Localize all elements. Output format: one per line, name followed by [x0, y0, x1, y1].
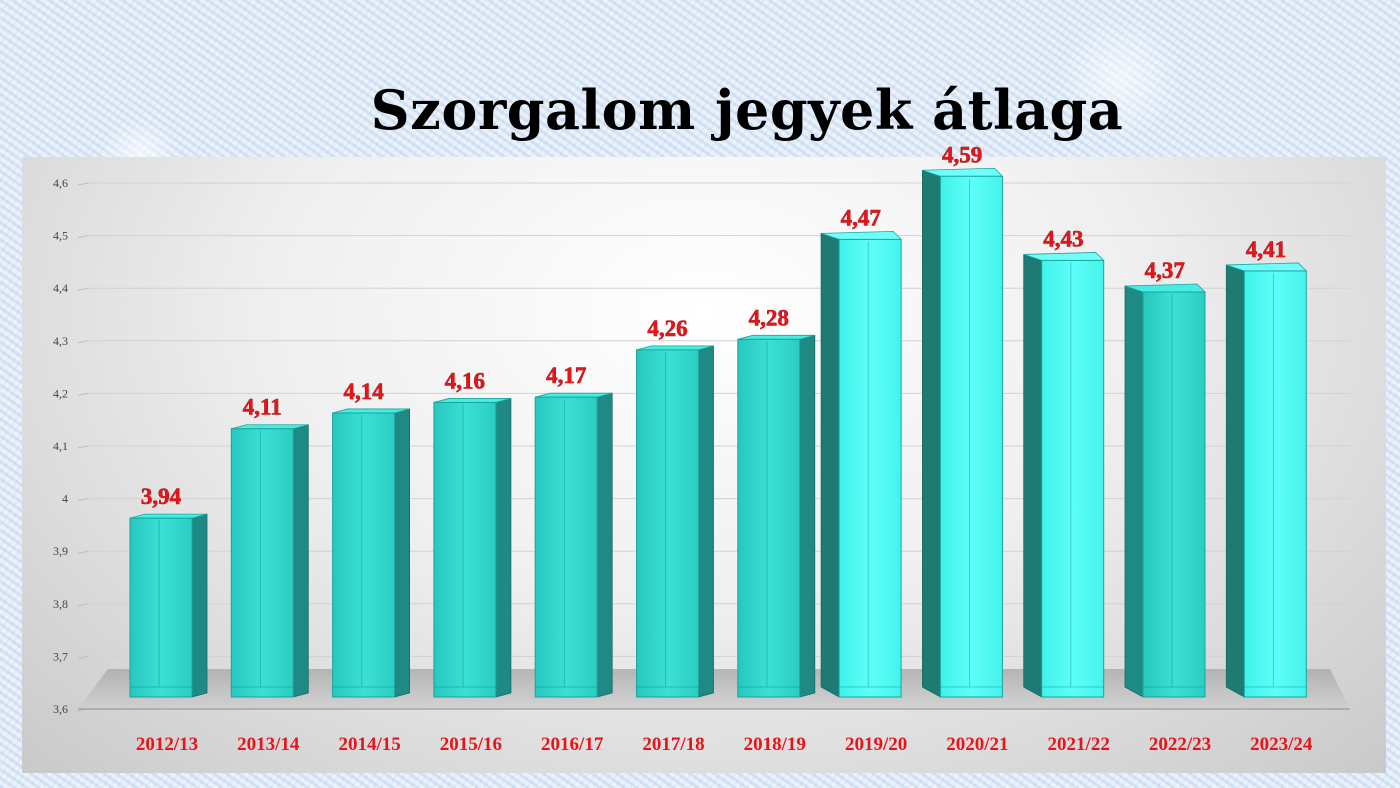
bar-2022/23	[1124, 283, 1206, 698]
bar-2012/13	[129, 513, 208, 698]
y-tick-label: 3,7	[53, 649, 68, 663]
y-tick-label: 4,3	[53, 334, 68, 348]
x-axis-labels: 2012/13 2013/14 2014/15 2015/16 2016/17 2017/…	[136, 734, 1313, 755]
x-tick-label: 2019/20	[845, 734, 907, 755]
bar-2013/14	[230, 424, 309, 698]
x-tick-label: 2018/19	[744, 734, 806, 755]
data-label: 4,11	[243, 395, 282, 420]
bar-2020/21	[922, 167, 1004, 698]
y-tick-label: 3,6	[53, 702, 68, 716]
bars	[129, 167, 1308, 698]
bar-top	[737, 334, 815, 340]
bar-side	[596, 392, 613, 698]
y-tick-label: 4	[62, 492, 68, 506]
grid-line-edge	[77, 340, 89, 344]
bar-side	[820, 232, 840, 698]
data-label: 4,47	[841, 205, 881, 230]
grid-line-edge	[77, 445, 89, 449]
bar-front	[1142, 291, 1206, 698]
data-labels: 3,94 4,11 4,14 4,16 4,17 4,26 4,28 4,47 4,59 4,43…	[141, 142, 1287, 510]
grid-line-edge	[77, 603, 89, 607]
grid-line-edge	[77, 235, 89, 239]
grid-line-edge	[77, 287, 89, 291]
data-label: 4,43	[1043, 226, 1083, 251]
y-tick-label: 4,1	[53, 439, 68, 453]
x-tick-label: 2017/18	[642, 734, 704, 755]
bar-side	[394, 408, 411, 698]
y-tick-label: 4,6	[53, 176, 68, 190]
y-tick-label: 4,4	[53, 281, 68, 295]
x-tick-label: 2023/24	[1250, 734, 1313, 755]
bar-side	[799, 334, 816, 698]
data-label: 3,94	[141, 484, 182, 509]
x-tick-label: 2021/22	[1048, 734, 1110, 755]
x-tick-label: 2016/17	[541, 734, 604, 755]
bar-front	[534, 396, 598, 698]
y-tick-label: 4,5	[53, 229, 68, 243]
x-tick-label: 2012/13	[136, 734, 198, 755]
y-axis-ticks: 3,6 3,7 3,8 3,9 4 4,1 4,2 4,3 4,4 4,5 4,6	[53, 176, 68, 716]
data-label: 4,37	[1145, 258, 1185, 283]
bar-2018/19	[737, 334, 816, 698]
bar-2016/17	[534, 392, 613, 698]
bar-2023/24	[1225, 262, 1308, 698]
data-label: 4,26	[647, 316, 687, 341]
bar-front	[332, 412, 396, 698]
data-label: 4,17	[546, 363, 586, 388]
grid-line-edge	[77, 550, 89, 554]
bar-top	[433, 398, 512, 403]
data-label: 4,16	[445, 368, 485, 393]
x-tick-label: 2020/21	[946, 734, 1008, 755]
bar-front	[1243, 270, 1307, 698]
bar-2021/22	[1023, 252, 1105, 698]
bar-side	[191, 513, 208, 698]
chart-title: Szorgalom jegyek átlaga	[370, 78, 1124, 142]
data-label: 4,14	[343, 379, 384, 404]
x-tick-label: 2022/23	[1149, 734, 1211, 755]
x-tick-label: 2015/16	[440, 734, 502, 755]
bar-top	[231, 424, 309, 430]
grid-line-edge	[77, 655, 89, 659]
bar-top	[332, 408, 410, 414]
bar-side	[922, 169, 941, 698]
bar-front	[230, 428, 294, 698]
bar-top	[129, 513, 208, 519]
bar-2015/16	[433, 397, 512, 698]
bar-2014/15	[332, 408, 411, 698]
data-label: 4,28	[749, 305, 789, 330]
bar-top	[636, 345, 714, 351]
bar-2019/20	[820, 230, 903, 698]
grid-line-edge	[77, 182, 89, 186]
grid-line-edge	[77, 498, 89, 502]
bar-side	[292, 424, 309, 698]
bar-side	[1225, 264, 1245, 698]
bar-front	[129, 517, 193, 698]
x-tick-label: 2013/14	[237, 734, 300, 755]
bar-front	[433, 401, 497, 698]
bar-front	[737, 338, 801, 698]
bar-front	[1041, 259, 1105, 698]
data-label: 4,41	[1246, 237, 1286, 262]
bar-2017/18	[636, 345, 714, 698]
y-tick-label: 3,9	[53, 544, 68, 558]
bar-side	[495, 397, 512, 698]
y-tick-label: 4,2	[53, 386, 68, 400]
data-label: 4,59	[942, 142, 982, 167]
bar-side	[1023, 253, 1043, 698]
x-tick-label: 2014/15	[338, 734, 400, 755]
bar-front	[838, 238, 902, 698]
bar-top	[535, 392, 613, 398]
grid-line-edge	[77, 392, 89, 396]
bar-side	[1124, 285, 1144, 698]
bar-front	[939, 175, 1003, 698]
bar-side	[698, 345, 714, 698]
y-tick-label: 3,8	[53, 597, 68, 611]
bar-front	[636, 349, 699, 698]
